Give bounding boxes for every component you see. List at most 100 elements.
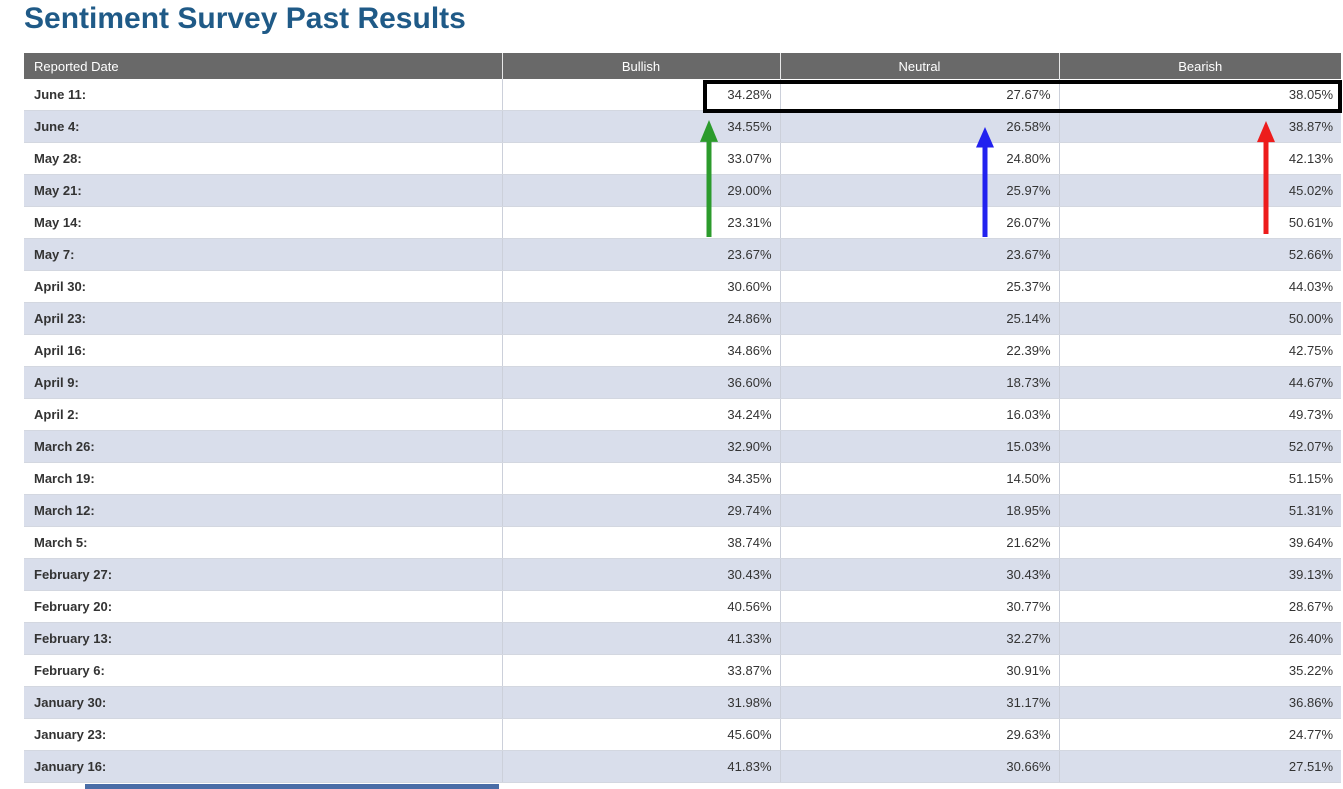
date-cell: January 16: bbox=[24, 750, 502, 783]
date-cell: May 7: bbox=[24, 238, 502, 271]
date-cell: April 16: bbox=[24, 334, 502, 367]
column-header-reported-date: Reported Date bbox=[24, 53, 502, 79]
neutral-cell: 30.77% bbox=[779, 590, 1059, 623]
bullish-cell: 34.35% bbox=[501, 462, 780, 495]
neutral-cell: 14.50% bbox=[779, 462, 1059, 495]
neutral-cell: 15.03% bbox=[779, 430, 1059, 463]
page-title: Sentiment Survey Past Results bbox=[24, 2, 466, 35]
neutral-cell: 25.97% bbox=[779, 174, 1059, 207]
table-row: April 23: 24.86% 25.14% 50.00% bbox=[24, 302, 1341, 335]
bullish-cell: 41.83% bbox=[501, 750, 780, 783]
bullish-cell: 23.67% bbox=[501, 238, 780, 271]
neutral-cell: 18.73% bbox=[779, 366, 1059, 399]
table-row: April 30: 30.60% 25.37% 44.03% bbox=[24, 270, 1341, 303]
date-cell: January 30: bbox=[24, 686, 502, 719]
neutral-cell: 25.14% bbox=[779, 302, 1059, 335]
table-row: May 21: 29.00% 25.97% 45.02% bbox=[24, 174, 1341, 207]
bullish-cell: 41.33% bbox=[501, 622, 780, 655]
neutral-cell: 21.62% bbox=[779, 526, 1059, 559]
column-header-bullish: Bullish bbox=[501, 53, 780, 79]
bullish-cell: 36.60% bbox=[501, 366, 780, 399]
bullish-cell: 34.55% bbox=[501, 110, 780, 143]
bearish-cell: 39.13% bbox=[1058, 558, 1341, 591]
bearish-cell: 27.51% bbox=[1058, 750, 1341, 783]
bearish-cell: 26.40% bbox=[1058, 622, 1341, 655]
bullish-cell: 29.00% bbox=[501, 174, 780, 207]
bullish-cell: 33.87% bbox=[501, 654, 780, 687]
table-row: June 11: 34.28% 27.67% 38.05% bbox=[24, 79, 1341, 111]
table-row: March 12: 29.74% 18.95% 51.31% bbox=[24, 494, 1341, 527]
bearish-cell: 38.87% bbox=[1058, 110, 1341, 143]
neutral-cell: 29.63% bbox=[779, 718, 1059, 751]
neutral-cell: 30.91% bbox=[779, 654, 1059, 687]
neutral-cell: 26.07% bbox=[779, 206, 1059, 239]
neutral-cell: 30.43% bbox=[779, 558, 1059, 591]
bearish-cell: 36.86% bbox=[1058, 686, 1341, 719]
neutral-cell: 32.27% bbox=[779, 622, 1059, 655]
date-cell: May 21: bbox=[24, 174, 502, 207]
bearish-cell: 51.31% bbox=[1058, 494, 1341, 527]
bearish-cell: 50.00% bbox=[1058, 302, 1341, 335]
date-cell: May 14: bbox=[24, 206, 502, 239]
table-header: Reported Date Bullish Neutral Bearish bbox=[24, 53, 1341, 79]
bullish-cell: 40.56% bbox=[501, 590, 780, 623]
date-cell: February 13: bbox=[24, 622, 502, 655]
bearish-cell: 49.73% bbox=[1058, 398, 1341, 431]
bullish-cell: 31.98% bbox=[501, 686, 780, 719]
table-row: January 16: 41.83% 30.66% 27.51% bbox=[24, 750, 1341, 783]
table-row: May 14: 23.31% 26.07% 50.61% bbox=[24, 206, 1341, 239]
bearish-cell: 44.03% bbox=[1058, 270, 1341, 303]
bullish-cell: 33.07% bbox=[501, 142, 780, 175]
date-cell: April 2: bbox=[24, 398, 502, 431]
table-row: March 19: 34.35% 14.50% 51.15% bbox=[24, 462, 1341, 495]
bullish-cell: 23.31% bbox=[501, 206, 780, 239]
date-cell: February 6: bbox=[24, 654, 502, 687]
date-cell: January 23: bbox=[24, 718, 502, 751]
bullish-cell: 24.86% bbox=[501, 302, 780, 335]
table-body: June 11: 34.28% 27.67% 38.05% June 4: 34.55% 2… bbox=[24, 79, 1341, 783]
date-cell: March 26: bbox=[24, 430, 502, 463]
neutral-cell: 27.67% bbox=[779, 79, 1059, 111]
date-cell: March 12: bbox=[24, 494, 502, 527]
table-row: February 13: 41.33% 32.27% 26.40% bbox=[24, 622, 1341, 655]
table-row: April 9: 36.60% 18.73% 44.67% bbox=[24, 366, 1341, 399]
table-row: April 16: 34.86% 22.39% 42.75% bbox=[24, 334, 1341, 367]
bearish-cell: 50.61% bbox=[1058, 206, 1341, 239]
bullish-cell: 38.74% bbox=[501, 526, 780, 559]
column-header-neutral: Neutral bbox=[779, 53, 1059, 79]
date-cell: June 4: bbox=[24, 110, 502, 143]
table-row: February 6: 33.87% 30.91% 35.22% bbox=[24, 654, 1341, 687]
date-cell: March 5: bbox=[24, 526, 502, 559]
header-row: Reported Date Bullish Neutral Bearish bbox=[24, 53, 1341, 79]
table-row: May 7: 23.67% 23.67% 52.66% bbox=[24, 238, 1341, 271]
bullish-cell: 30.60% bbox=[501, 270, 780, 303]
neutral-cell: 26.58% bbox=[779, 110, 1059, 143]
bearish-cell: 45.02% bbox=[1058, 174, 1341, 207]
bearish-cell: 42.75% bbox=[1058, 334, 1341, 367]
bullish-cell: 34.28% bbox=[501, 79, 780, 111]
bullish-cell: 30.43% bbox=[501, 558, 780, 591]
date-cell: February 27: bbox=[24, 558, 502, 591]
bullish-cell: 29.74% bbox=[501, 494, 780, 527]
partially-visible-bottom-element bbox=[85, 784, 499, 789]
bearish-cell: 52.66% bbox=[1058, 238, 1341, 271]
date-cell: March 19: bbox=[24, 462, 502, 495]
date-cell: May 28: bbox=[24, 142, 502, 175]
date-cell: February 20: bbox=[24, 590, 502, 623]
table-row: April 2: 34.24% 16.03% 49.73% bbox=[24, 398, 1341, 431]
table-row: May 28: 33.07% 24.80% 42.13% bbox=[24, 142, 1341, 175]
column-header-bearish: Bearish bbox=[1058, 53, 1341, 79]
neutral-cell: 18.95% bbox=[779, 494, 1059, 527]
neutral-cell: 16.03% bbox=[779, 398, 1059, 431]
table-row: January 23: 45.60% 29.63% 24.77% bbox=[24, 718, 1341, 751]
neutral-cell: 24.80% bbox=[779, 142, 1059, 175]
bearish-cell: 52.07% bbox=[1058, 430, 1341, 463]
neutral-cell: 31.17% bbox=[779, 686, 1059, 719]
bearish-cell: 39.64% bbox=[1058, 526, 1341, 559]
sentiment-results-table: Reported Date Bullish Neutral Bearish Ju… bbox=[24, 53, 1341, 783]
neutral-cell: 23.67% bbox=[779, 238, 1059, 271]
date-cell: April 23: bbox=[24, 302, 502, 335]
bearish-cell: 51.15% bbox=[1058, 462, 1341, 495]
bearish-cell: 44.67% bbox=[1058, 366, 1341, 399]
